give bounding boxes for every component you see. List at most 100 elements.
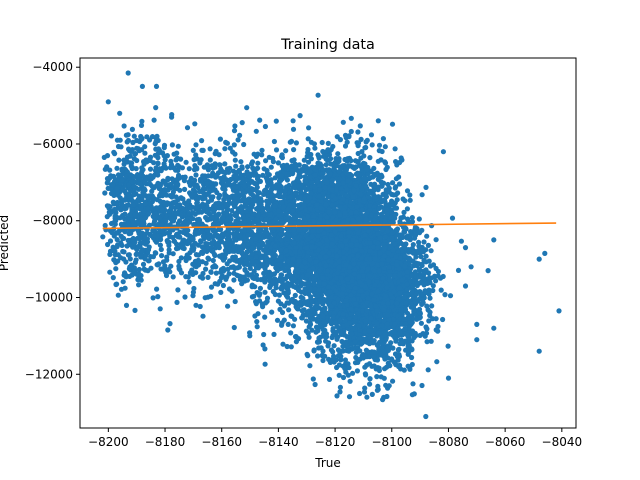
scatter-point	[393, 192, 399, 198]
scatter-point	[310, 376, 316, 382]
scatter-point	[416, 243, 422, 249]
scatter-point	[315, 339, 321, 345]
scatter-point	[384, 207, 390, 213]
scatter-point	[368, 132, 375, 138]
scatter-point	[404, 188, 411, 194]
scatter-point	[424, 233, 430, 239]
scatter-point	[355, 216, 361, 222]
scatter-point	[371, 363, 377, 369]
scatter-point	[309, 306, 315, 312]
scatter-point	[324, 334, 330, 340]
scatter-point	[364, 137, 370, 143]
scatter-point	[299, 308, 305, 314]
scatter-point	[342, 366, 348, 372]
scatter-point	[365, 228, 372, 234]
scatter-point	[363, 183, 369, 189]
scatter-points	[100, 70, 562, 420]
scatter-point	[323, 338, 329, 344]
scatter-point	[328, 303, 334, 309]
scatter-point	[333, 163, 339, 169]
scatter-point	[305, 136, 311, 142]
scatter-point	[358, 255, 365, 261]
scatter-point	[352, 314, 358, 320]
scatter-point	[324, 310, 330, 316]
scatter-point	[379, 174, 385, 180]
scatter-point	[383, 201, 389, 207]
scatter-point	[335, 347, 341, 353]
scatter-point	[293, 140, 299, 146]
scatter-point	[369, 391, 375, 397]
scatter-point	[374, 374, 380, 380]
scatter-point	[367, 273, 373, 279]
scatter-point	[303, 318, 309, 324]
scatter-point	[311, 141, 317, 147]
scatter-point	[332, 320, 339, 326]
scatter-point	[392, 205, 398, 211]
scatter-point	[381, 394, 387, 400]
scatter-point	[364, 394, 370, 400]
scatter-point	[288, 344, 294, 350]
scatter-point	[342, 357, 348, 363]
scatter-point	[347, 378, 353, 384]
scatter-point	[409, 354, 415, 361]
scatter-point	[401, 221, 408, 227]
scatter-point	[331, 300, 337, 306]
scatter-point	[336, 372, 342, 378]
scatter-point	[362, 371, 368, 377]
scatter-point	[346, 394, 353, 400]
scatter-point	[393, 176, 399, 182]
scatter-point	[320, 148, 326, 155]
scatter-point	[371, 204, 377, 210]
scatter-point	[320, 357, 326, 364]
scatter-point	[340, 119, 346, 125]
scatter-point	[334, 364, 340, 371]
scatter-point	[350, 370, 356, 376]
scatter-point	[308, 294, 314, 300]
scatter-point	[394, 197, 400, 203]
scatter-point	[361, 303, 368, 309]
scatter-point	[396, 352, 402, 358]
scatter-point	[412, 224, 418, 230]
scatter-point	[378, 374, 384, 380]
scatter-point	[344, 302, 350, 308]
scatter-point	[320, 166, 326, 172]
scatter-point	[315, 160, 321, 166]
scatter-point	[376, 205, 382, 211]
scatter-point	[334, 393, 340, 399]
scatter-point	[354, 368, 360, 374]
scatter-point	[371, 260, 377, 266]
scatter-point	[305, 330, 311, 336]
scatter-point	[352, 339, 358, 345]
scatter-point	[284, 343, 290, 350]
scatter-point	[323, 162, 329, 168]
scatter-point	[337, 317, 343, 323]
scatter-point	[345, 372, 351, 378]
scatter-point	[286, 307, 292, 313]
scatter-point	[262, 314, 268, 320]
scatter-point	[334, 270, 341, 276]
scatter-point	[326, 376, 333, 382]
scatter-point	[307, 363, 313, 369]
scatter-point	[424, 339, 430, 345]
scatter-point	[408, 229, 414, 235]
scatter-point	[367, 175, 373, 181]
scatter-point	[337, 303, 343, 309]
scatter-point	[306, 125, 312, 131]
scatter-point	[320, 348, 326, 354]
scatter-point	[325, 140, 331, 146]
scatter-point	[359, 340, 365, 346]
scatter-point	[315, 353, 321, 359]
scatter-point	[361, 153, 367, 159]
scatter-point	[337, 389, 343, 395]
scatter-point	[440, 149, 446, 155]
scatter-point	[306, 334, 312, 340]
scatter-point	[369, 142, 375, 148]
scatter-point	[335, 151, 341, 157]
scatter-point	[382, 160, 389, 166]
scatter-point	[380, 136, 386, 142]
scatter-point	[294, 305, 300, 311]
scatter-point	[322, 353, 328, 359]
scatter-point	[378, 179, 384, 185]
scatter-point	[340, 163, 346, 169]
scatter-point	[342, 340, 348, 346]
